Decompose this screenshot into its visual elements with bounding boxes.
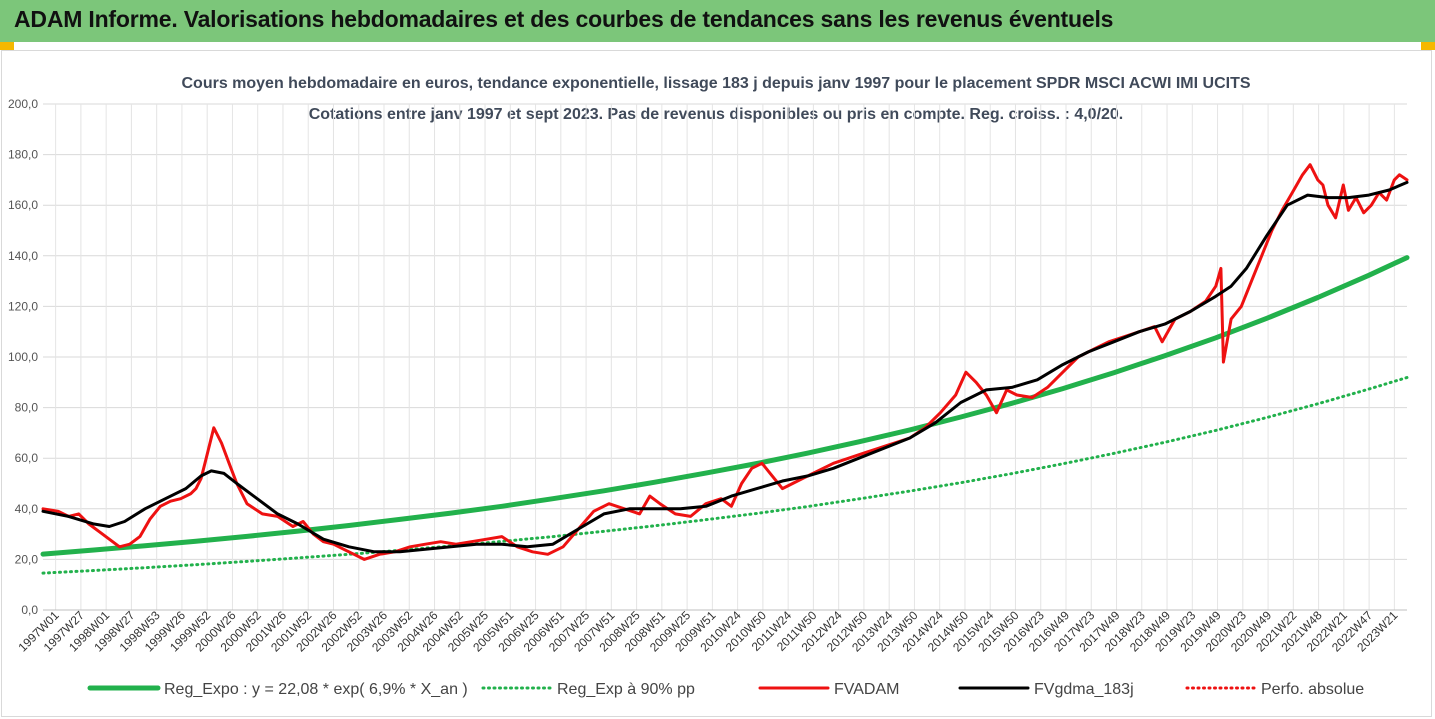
y-tick-label: 20,0: [15, 552, 39, 566]
chart-title: Cours moyen hebdomadaire en euros, tenda…: [181, 75, 1250, 92]
y-axis-labels: 0,0 20,0 40,0 60,0 80,0 100,0 120,0 140,0 160,0 1…: [8, 97, 38, 617]
y-tick-label: 160,0: [8, 198, 38, 212]
y-tick-label: 40,0: [15, 502, 39, 516]
y-tick-label: 120,0: [8, 299, 38, 313]
legend-label-3: FVgdma_183j: [1034, 681, 1134, 698]
legend-label-0: Reg_Expo : y = 22,08 * exp( 6,9% * X_an …: [164, 681, 468, 698]
series-line-1: [41, 376, 1409, 575]
legend-label-4: Perfo. absolue: [1261, 681, 1364, 698]
series-line-0: [40, 255, 1410, 557]
legend-label-2: FVADAM: [834, 681, 899, 698]
y-tick-label: 100,0: [8, 350, 38, 364]
legend: Reg_Expo : y = 22,08 * exp( 6,9% * X_an …: [87, 681, 1364, 698]
chart-subtitle: Cotations entre janv 1997 et sept 2023. …: [309, 106, 1124, 123]
page-title: ADAM Informe. Valorisations hebdomadaire…: [14, 6, 1114, 32]
y-tick-label: 200,0: [8, 97, 38, 111]
series-line-2: [41, 163, 1409, 561]
legend-label-1: Reg_Exp à 90% pp: [557, 681, 695, 698]
chart-frame: [1, 50, 1432, 717]
x-axis-labels: 1997W011997W271998W011998W271998W531999W…: [16, 608, 1401, 654]
y-tick-label: 80,0: [15, 401, 39, 415]
series-line-3: [41, 180, 1409, 554]
y-tick-label: 0,0: [21, 603, 38, 617]
y-tick-label: 180,0: [8, 148, 38, 162]
corner-marker-left: [0, 42, 14, 50]
corner-marker-right: [1421, 42, 1435, 50]
series-lines: [40, 163, 1410, 575]
header-banner: ADAM Informe. Valorisations hebdomadaire…: [0, 0, 1435, 42]
gridlines: [43, 103, 1407, 611]
y-tick-label: 60,0: [15, 451, 39, 465]
y-tick-label: 140,0: [8, 249, 38, 263]
